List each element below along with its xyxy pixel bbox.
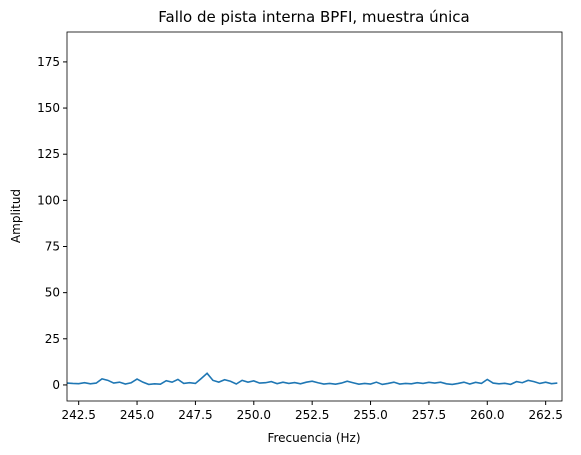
x-tick-label: 260.0 <box>470 408 504 422</box>
y-tick-label: 175 <box>37 55 60 69</box>
x-tick-label: 262.5 <box>528 408 562 422</box>
x-tick-label: 252.5 <box>295 408 329 422</box>
line-series <box>67 372 558 386</box>
x-tick-label: 242.5 <box>61 408 95 422</box>
x-tick-label: 255.0 <box>353 408 387 422</box>
y-axis-label: Amplitud <box>9 189 23 243</box>
y-tick-label: 75 <box>45 239 60 253</box>
y-tick-label: 125 <box>37 147 60 161</box>
chart-title: Fallo de pista interna BPFI, muestra úni… <box>158 8 469 26</box>
y-tick-label: 0 <box>52 378 60 392</box>
x-tick-label: 247.5 <box>178 408 212 422</box>
y-tick-label: 100 <box>37 193 60 207</box>
plot-frame <box>66 31 563 402</box>
x-tick-label: 257.5 <box>412 408 446 422</box>
x-axis-label: Frecuencia (Hz) <box>267 431 360 445</box>
x-tick-label: 250.0 <box>237 408 271 422</box>
y-tick-label: 25 <box>45 332 60 346</box>
y-tick-label: 150 <box>37 101 60 115</box>
x-tick-label: 245.0 <box>120 408 154 422</box>
y-tick-label: 50 <box>45 286 60 300</box>
